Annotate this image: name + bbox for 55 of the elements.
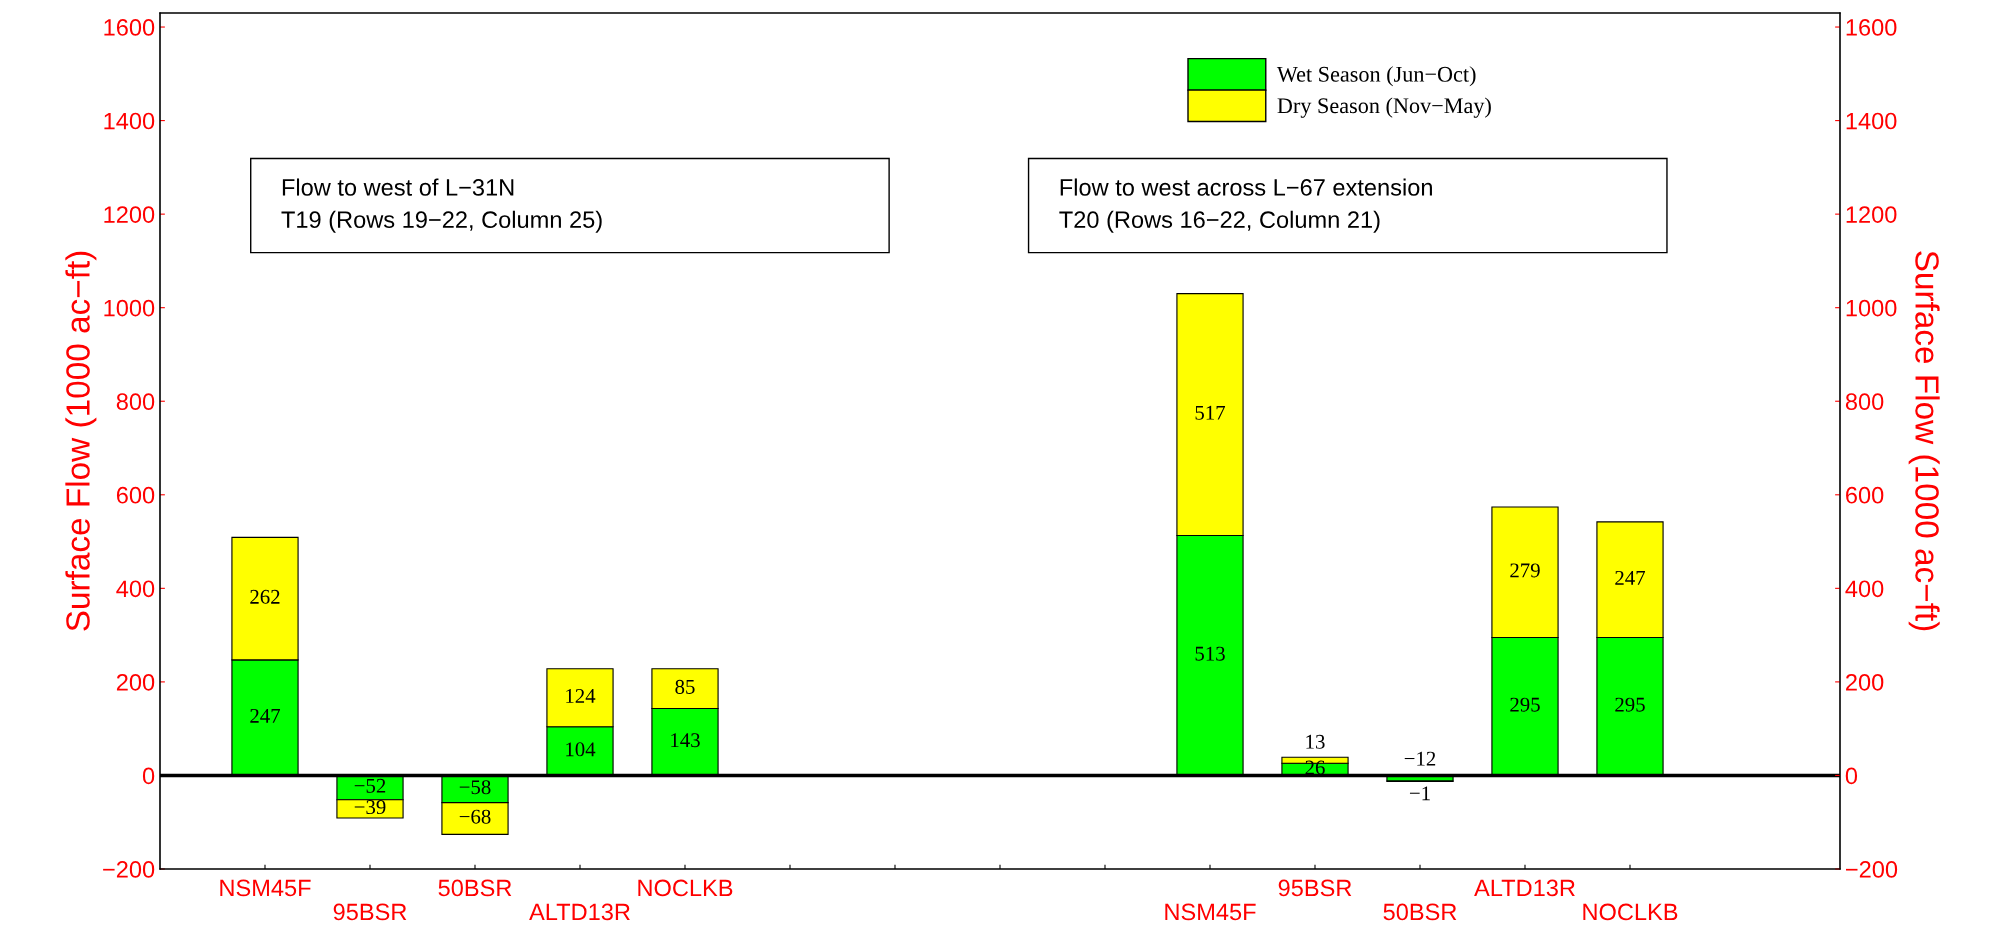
y-axis-title: Surface Flow (1000 ac−ft) bbox=[65, 251, 97, 631]
y2-tick-label: 600 bbox=[1846, 486, 1884, 504]
x-tick-label: 95BSR bbox=[333, 903, 407, 921]
y2-tick-label: 0 bbox=[1845, 767, 1858, 785]
data-label: 295 bbox=[1615, 697, 1645, 712]
legend-label: Dry Season (Nov−May) bbox=[1277, 97, 1491, 118]
x-tick-label: 50BSR bbox=[438, 879, 512, 897]
data-label: −12 bbox=[1404, 751, 1436, 766]
y-tick-label: 800 bbox=[116, 393, 155, 411]
data-label: −68 bbox=[459, 809, 491, 824]
legend-label: Wet Season (Jun−Oct) bbox=[1276, 66, 1476, 87]
y-tick-label: 1000 bbox=[104, 299, 155, 317]
y2-tick-label: −200 bbox=[1846, 861, 1898, 878]
x-tick-label: NOCLKB bbox=[1583, 903, 1678, 921]
x-tick-label: ALTD13R bbox=[529, 903, 630, 921]
y-tick-label: 1200 bbox=[104, 206, 155, 223]
annotation: Flow to west across L−67 extension T20 (Rows 16−22, Column 21) bbox=[1059, 178, 1432, 233]
x-tick-label: NSM45F bbox=[1165, 903, 1256, 921]
y2-tick-label: 1600 bbox=[1846, 19, 1897, 36]
y2-tick-label: 200 bbox=[1846, 673, 1884, 691]
data-label: 124 bbox=[566, 689, 596, 703]
data-label: 247 bbox=[250, 708, 281, 723]
y-tick-label: 1600 bbox=[104, 19, 155, 36]
y-tick-label: 400 bbox=[116, 580, 155, 598]
data-label: −58 bbox=[459, 780, 491, 795]
y-tick-label: 1400 bbox=[104, 112, 155, 130]
data-label: 13 bbox=[1306, 734, 1325, 749]
y-tick-label: 600 bbox=[116, 486, 155, 504]
y2-tick-label: 800 bbox=[1845, 393, 1884, 411]
y-tick-label: 200 bbox=[116, 673, 155, 691]
data-label: 247 bbox=[1615, 570, 1646, 585]
x-tick-label: NSM45F bbox=[220, 879, 311, 897]
annotation: Flow to west of L−31N T19 (Rows 19−22, Column 25) bbox=[281, 178, 602, 233]
data-label: 517 bbox=[1195, 405, 1226, 420]
y2-tick-label: 1000 bbox=[1846, 299, 1897, 317]
y2-axis-title: Surface Flow (1000 ac−ft) bbox=[1908, 251, 1940, 631]
data-label: 513 bbox=[1195, 646, 1225, 661]
x-tick-label: 50BSR bbox=[1383, 903, 1457, 921]
data-label: 143 bbox=[671, 733, 700, 748]
data-label: 279 bbox=[1510, 563, 1540, 578]
x-tick-label: ALTD13R bbox=[1474, 879, 1575, 897]
y-tick-label: 0 bbox=[142, 767, 155, 785]
y-tick-label: −200 bbox=[103, 861, 155, 878]
y2-tick-label: 1400 bbox=[1846, 112, 1897, 130]
data-label: 104 bbox=[566, 742, 596, 757]
data-label: −1 bbox=[1409, 786, 1430, 801]
y2-tick-label: 400 bbox=[1845, 580, 1884, 598]
data-label: 295 bbox=[1510, 697, 1540, 712]
data-label: −39 bbox=[354, 800, 386, 815]
y2-tick-label: 1200 bbox=[1846, 206, 1897, 223]
data-label: −52 bbox=[354, 778, 386, 793]
x-tick-label: 95BSR bbox=[1278, 879, 1352, 897]
data-label: 85 bbox=[675, 679, 695, 694]
data-label: 262 bbox=[250, 589, 280, 604]
x-tick-label: NOCLKB bbox=[638, 879, 733, 897]
